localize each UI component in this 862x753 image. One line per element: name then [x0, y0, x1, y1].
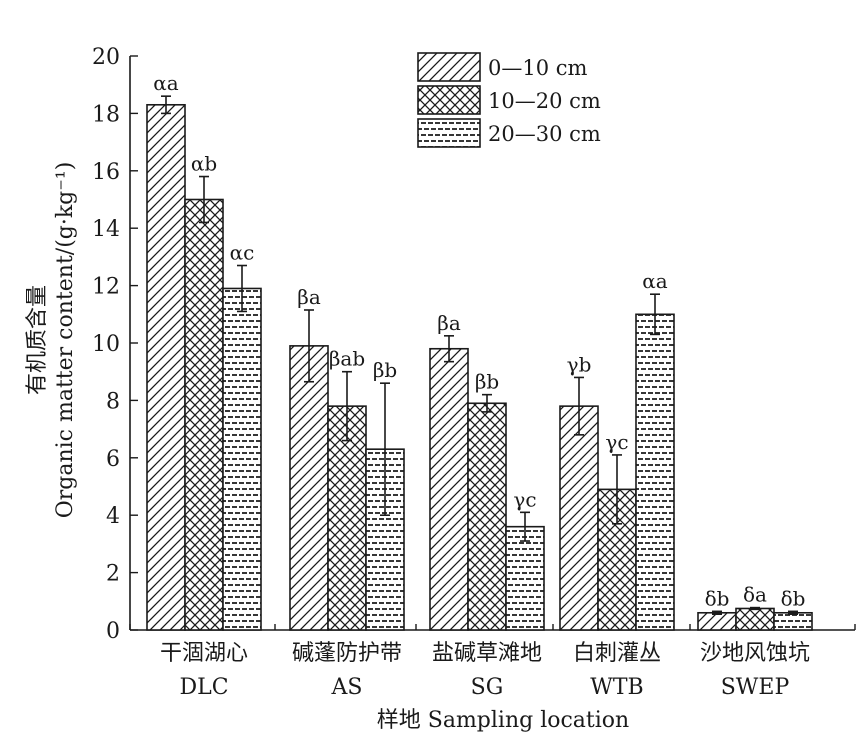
y-tick-label: 16 — [92, 160, 120, 185]
significance-label: αa — [153, 71, 179, 95]
x-tick-label-en: SG — [471, 675, 504, 700]
x-tick-label-en: DLC — [179, 675, 228, 700]
significance-label: βa — [297, 285, 321, 309]
legend-swatch — [417, 85, 481, 115]
bar — [735, 607, 775, 631]
x-tick-label-cn: 盐碱草滩地 — [432, 641, 542, 666]
x-tick-label-cn: 干涸湖心 — [160, 641, 248, 666]
y-tick-label: 8 — [106, 389, 120, 414]
error-bars-group — [161, 95, 798, 616]
significance-label: γc — [605, 430, 628, 454]
y-axis-title: 有机质含量 Organic matter content/(g·kg⁻¹) — [25, 162, 78, 519]
y-tick-label: 10 — [92, 332, 120, 357]
legend-label: 10—20 cm — [488, 89, 601, 113]
legend-swatch — [417, 52, 481, 82]
significance-label: αc — [230, 241, 255, 265]
legend-label: 0—10 cm — [488, 56, 588, 80]
significance-label: βb — [475, 370, 499, 394]
bar — [429, 347, 469, 631]
significance-label: γc — [513, 487, 536, 511]
x-tick-label-en: WTB — [590, 675, 643, 700]
y-tick-label: 14 — [92, 217, 120, 242]
bar — [467, 402, 507, 631]
x-axis-title: 样地 Sampling location — [377, 708, 629, 733]
bar — [559, 405, 599, 631]
y-tick-label: 4 — [106, 504, 120, 529]
x-tick-label-cn: 碱蓬防护带 — [292, 641, 402, 666]
bar — [222, 287, 262, 631]
bar — [505, 525, 545, 631]
significance-label: γb — [567, 352, 592, 376]
y-tick-label: 6 — [106, 447, 120, 472]
y-tick-label: 2 — [106, 562, 120, 587]
y-tick-label: 18 — [92, 102, 120, 127]
significance-label: βab — [329, 347, 365, 371]
legend-swatch — [417, 118, 481, 148]
bar — [635, 313, 675, 631]
y-axis: 0 2 4 6 8 10 12 14 16 18 20 — [92, 45, 138, 644]
bars-group — [146, 103, 813, 631]
y-tick-label: 20 — [92, 45, 120, 70]
x-tick-label-cn: 沙地风蚀坑 — [700, 641, 810, 666]
bar — [697, 611, 737, 631]
bar — [146, 103, 186, 631]
legend-label: 20—30 cm — [488, 122, 601, 146]
significance-label: βa — [437, 311, 461, 335]
x-tick-label-en: AS — [331, 675, 363, 700]
significance-label: δb — [781, 586, 806, 610]
y-axis-title-en: Organic matter content/(g·kg⁻¹) — [53, 162, 78, 519]
bar — [773, 611, 813, 631]
y-tick-label: 12 — [92, 275, 120, 300]
legend: 0—10 cm 10—20 cm 20—30 cm — [417, 52, 601, 148]
x-axis: 干涸湖心 DLC 碱蓬防护带 AS 盐碱草滩地 SG 白刺灌丛 WTB 沙地风蚀坑 SWEP — [129, 624, 856, 700]
significance-label: δb — [705, 586, 730, 610]
y-axis-title-cn: 有机质含量 — [25, 285, 50, 395]
bar — [184, 198, 224, 631]
significance-label: δa — [743, 583, 767, 607]
significance-label: αb — [191, 152, 217, 176]
bar — [289, 345, 329, 631]
significance-label: αa — [642, 269, 668, 293]
y-tick-label: 0 — [106, 619, 120, 644]
x-tick-label-cn: 白刺灌丛 — [573, 641, 661, 666]
significance-label: βb — [373, 358, 397, 382]
x-tick-label-en: SWEP — [721, 675, 790, 700]
